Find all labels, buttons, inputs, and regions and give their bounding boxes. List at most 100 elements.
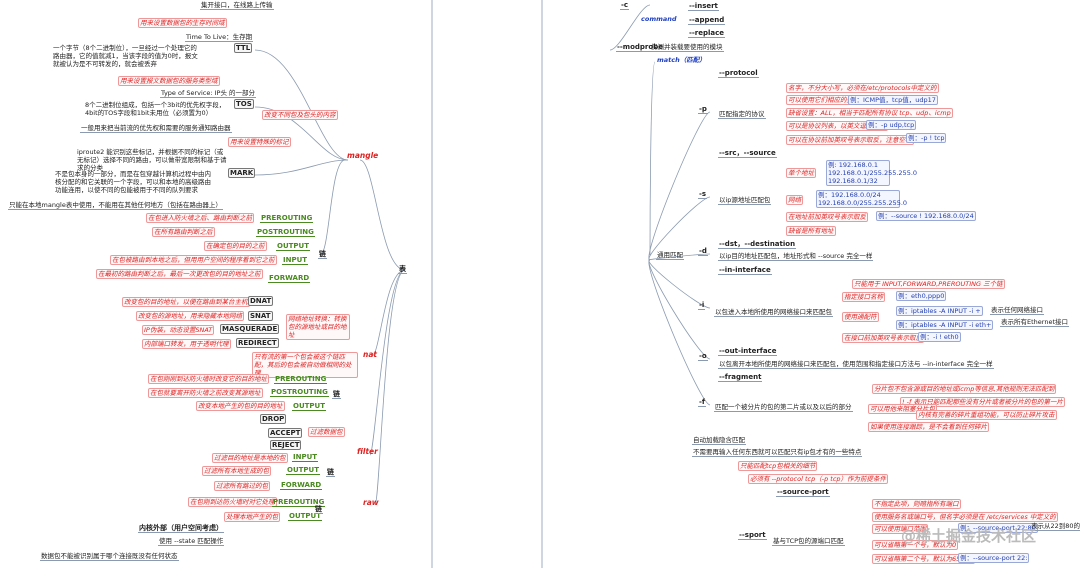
node: 自动加载隐含匹配 (692, 436, 746, 445)
node: --dst，--destination (718, 240, 797, 249)
node: 可以省略第一个号，默认为0 (872, 540, 959, 550)
node: 如果使用连接跟踪，是不会看到任何碎片 (868, 422, 989, 432)
node: ! -f 表示只能匹配那些没有分片或者被分片的包的第一片 (900, 397, 1065, 407)
node: 过滤目的地址是本地的包 (212, 453, 288, 463)
node: INPUT (282, 256, 309, 265)
node: iproute2 能识别这些标记，并根据不同的标记（或无标记）选择不同的路由，可… (77, 148, 227, 172)
node: Type of Service: IP头 的一部分 (160, 89, 257, 98)
node: 例：eth0,ppp0 (896, 291, 947, 301)
node: 使用通配符 (842, 312, 879, 322)
node: --out-interface (718, 347, 778, 356)
node: 在包进入防火墙之后、路由判断之前 (146, 213, 254, 223)
node: PREROUTING (260, 214, 314, 223)
node: 在确定包的目的之前 (204, 241, 267, 251)
node: 网络 (786, 195, 803, 205)
node: -d (698, 247, 708, 256)
node: POSTROUTING (256, 228, 315, 237)
node: 通用匹配 (656, 251, 684, 260)
node: ACCEPT (268, 428, 303, 438)
node: DROP (260, 414, 287, 424)
node: --protocol (718, 69, 759, 78)
node: --append (688, 16, 726, 25)
node: OUTPUT (286, 466, 320, 475)
node: 用来设置报文数据包的服务类型域 (118, 76, 220, 86)
node: MARK (228, 168, 256, 178)
node: 不是包本身的一部分，而是在包穿越计算机过程中由内核分配的和它关联的一个字段，可以… (55, 170, 211, 194)
node: -o (698, 352, 708, 361)
node: 以包离开本地所使用的网络接口来匹配包，使用范围和指定接口方法与 --in-int… (718, 360, 994, 369)
node: 表示所有Ethernet接口 (1000, 318, 1069, 327)
node: 在包刚刚到达防火墙时改变它的目的地址 (148, 374, 269, 384)
node: match（匹配） (657, 56, 706, 64)
node: 处理本地产生的包 (224, 512, 280, 522)
node: 在所有路由判断之后 (152, 227, 215, 237)
node: OUTPUT (292, 402, 326, 411)
node: --src，--source (718, 149, 777, 158)
node: 可以使用端口范围 (872, 524, 928, 534)
node: INPUT (292, 453, 319, 462)
node: --fragment (718, 373, 763, 382)
node: 缺省设置：ALL，相当于匹配所有协议 tcp、udp、icmp (786, 108, 953, 118)
node: 链 (314, 505, 323, 514)
node: 过滤所有本地生成的包 (202, 466, 271, 476)
node: --modprobe (616, 43, 664, 52)
node: command (641, 15, 677, 23)
node: 8个二进制位组成，包括一个3bit的优先权字段，4bit的TOS字段和1bit未… (85, 101, 226, 117)
node: --insert (688, 2, 719, 11)
node: DNAT (248, 296, 274, 306)
node: 例：192.168.0.0/24 192.168.0.0/255.255.255… (816, 190, 908, 208)
node: 链 (332, 390, 341, 399)
node: Time To Live：生存期 (185, 33, 254, 42)
node: SNAT (248, 311, 273, 321)
node: 例: 192.168.0.1 192.168.0.1/255.255.255.0… (826, 160, 918, 186)
node: 可以在协议前加英叹号表示取反，注意空格 (786, 135, 914, 145)
node: -c (620, 1, 630, 10)
node: 改变包的源地址，用来隐藏本地网络 (136, 311, 244, 321)
node: IP伪装，动态设置SNAT (142, 325, 215, 335)
node: 过滤数据包 (308, 427, 345, 437)
node: --sport (738, 531, 767, 540)
node: -s (698, 190, 708, 199)
node: TTL (234, 43, 253, 53)
node: TOS (234, 99, 254, 109)
node: 过滤所有路过的包 (214, 481, 270, 491)
node: 例：--source ! 192.168.0.0/24 (876, 211, 976, 221)
node: 用来设置数据包的生存时间域 (138, 18, 227, 28)
node: 表示从22到80的 (1030, 522, 1080, 531)
node: 名字，不分大小写，必须在/etc/protocols中定义的 (786, 83, 939, 93)
node: 例：-p ! tcp (906, 133, 947, 143)
node: 探测并装载要使用的模块 (650, 43, 724, 52)
node: 缺省是所有地址 (786, 226, 836, 236)
node: 例：iptables -A INPUT -i eth+ (896, 320, 994, 330)
node: 单个地址 (786, 168, 816, 178)
node: 可以用他来阻塞分片包 (868, 404, 937, 414)
node: REDIRECT (236, 338, 279, 348)
node: 匹配指定的协议 (718, 110, 766, 119)
node: 内部端口转发，用于透明代理 (142, 339, 231, 349)
node: 只能用于 INPUT,FORWARD,PREROUTING 三个链 (852, 279, 1005, 289)
node: filter (357, 447, 378, 456)
node: 用来设置特殊的标记 (228, 137, 291, 147)
node: 一个字节（8个二进制位），一旦经过一个处理它的路由器，它的值就减1，当该字段的值… (53, 44, 198, 68)
node: 表示任何网络接口 (990, 306, 1044, 315)
node: 只有流的第一个包会被这个链匹配，其后的包会被自动做相同的处理 (252, 352, 358, 378)
node: 在接口前加英叹号表示取反 (842, 333, 924, 343)
node: 在包刚到达防火墙时对它处理 (188, 497, 277, 507)
node: -f (698, 398, 706, 407)
node: MASQUERADE (220, 324, 280, 334)
node: 链 (326, 468, 335, 477)
node: 在地址前加英叹号表示取反 (786, 212, 868, 222)
node: @稀土掘金技术社区 (901, 527, 1037, 545)
node: 分片包不包含源或目的地址或icmp等信息,其他规则无法匹配到 (872, 384, 1057, 394)
node: 例：-p udp,tcp (866, 120, 917, 130)
node: 改变本地产生的包的目的地址 (196, 401, 285, 411)
node: 改变包的目的地址，以便在路由到某台主机 (122, 297, 250, 307)
node: 在包被路由到本地之后，但用用户空间的程序看到它之前 (110, 255, 277, 265)
node: REJECT (270, 440, 302, 450)
node: 必须有 --protocol tcp（-p tcp）作为前提条件 (748, 474, 889, 484)
node: 使用服务名或端口号，但名字必须是在 /etc/services 中定义的 (872, 512, 1058, 522)
node: PREROUTING (274, 375, 328, 384)
